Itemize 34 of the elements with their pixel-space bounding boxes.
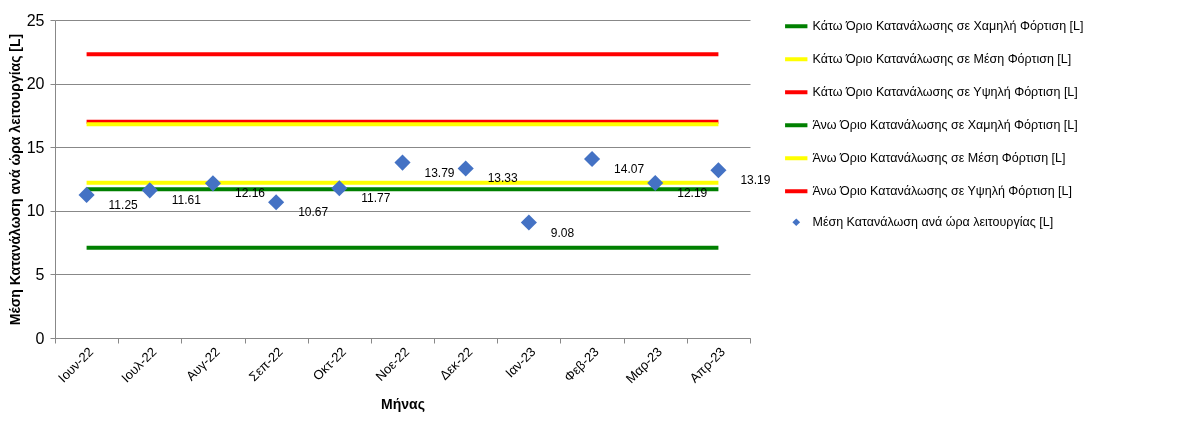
data-label: 10.67 (298, 205, 329, 220)
legend-label: Κάτω Όριο Κατανάλωσης σε Χαμηλή Φόρτιση [L] (812, 19, 1084, 34)
data-label: 11.77 (361, 191, 391, 206)
legend-label: Άνω Όριο Κατανάλωσης σε Υψηλή Φόρτιση [L] (812, 184, 1072, 199)
point (457, 160, 474, 177)
y-tick-label: 20 (26, 75, 45, 93)
data-label: 13.79 (424, 165, 455, 180)
y-tick-label: 25 (26, 11, 45, 29)
point (647, 174, 664, 192)
point (78, 186, 95, 203)
legend-label: Κάτω Όριο Κατανάλωσης σε Υψηλή Φόρτιση [L] (812, 85, 1078, 100)
y-tick-label: 0 (35, 329, 45, 347)
point (268, 194, 285, 211)
point (204, 175, 222, 192)
data-label: 9.08 (550, 225, 575, 240)
point (583, 150, 601, 168)
y-tick-label: 10 (26, 202, 45, 220)
data-label: 11.25 (108, 197, 139, 212)
legend-label: Άνω Όριο Κατανάλωσης σε Μέση Φόρτιση [L] (812, 151, 1066, 166)
legend-label: Μέση Κατανάλωση ανά ώρα λειτουργίας [L] (812, 215, 1054, 230)
x-axis-title: Μήνας (381, 396, 425, 413)
data-label: 13.19 (740, 173, 771, 188)
point (394, 154, 411, 171)
y-tick-label: 15 (26, 138, 45, 156)
point (710, 162, 727, 179)
y-tick-label: 5 (35, 265, 45, 283)
point (331, 180, 348, 197)
legend-label: Κάτω Όριο Κατανάλωσης σε Μέση Φόρτιση [L] (812, 52, 1072, 67)
point (520, 214, 537, 231)
data-label: 11.61 (171, 193, 202, 208)
point (141, 182, 158, 199)
data-label: 14.07 (614, 162, 645, 177)
legend-label: Άνω Όριο Κατανάλωσης σε Χαμηλή Φόρτιση [L] (812, 118, 1078, 133)
y-axis-title: Μέση Κατανάλωση ανά ώρα λειτουργίας [L] (6, 33, 23, 326)
